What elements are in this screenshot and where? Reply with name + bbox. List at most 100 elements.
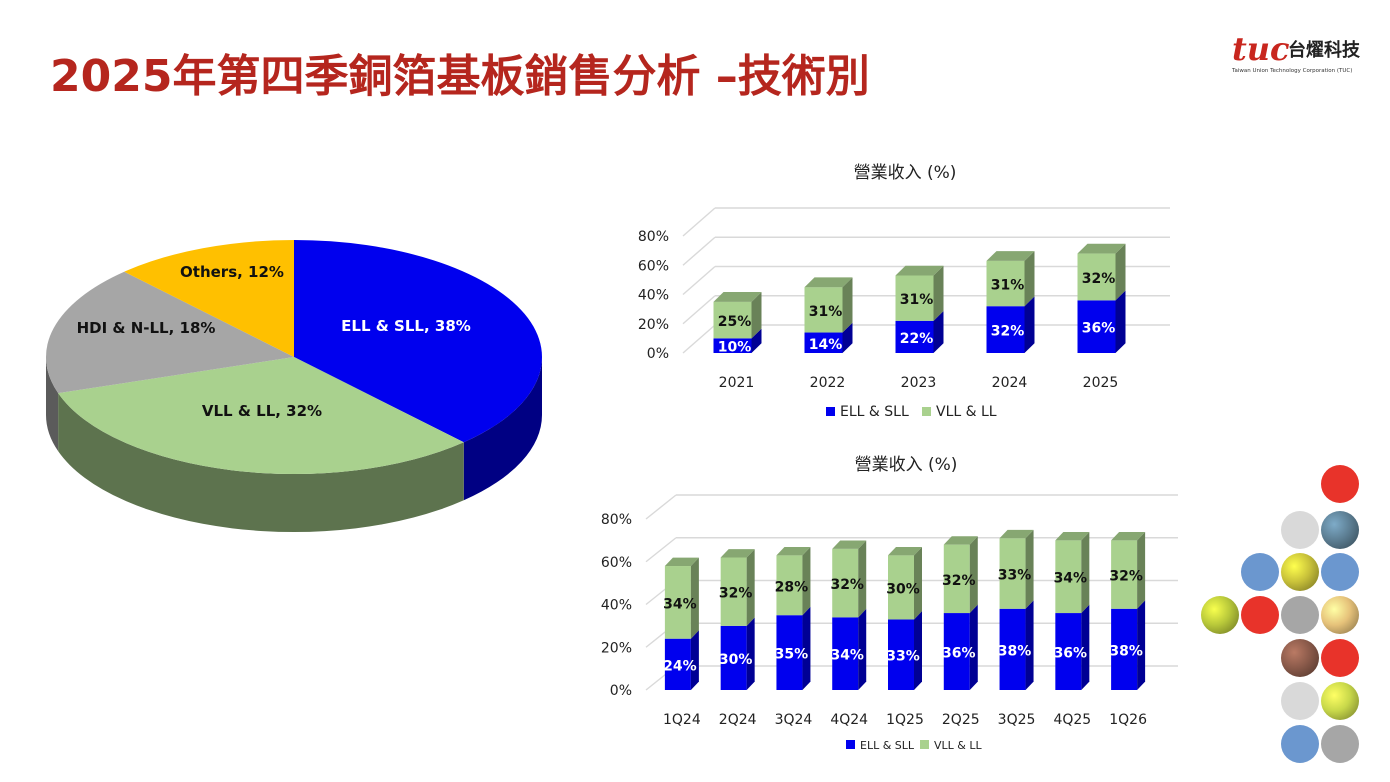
- annual-grid-diag: [682, 265, 716, 296]
- annual-bar-side: [933, 265, 944, 321]
- quarterly-bar-3Q25: 38% 33%: [998, 529, 1034, 690]
- annual-xtick: 2021: [719, 375, 755, 391]
- annual-bar-2023: 22% 31%: [895, 265, 944, 353]
- annual-ytick: 20%: [638, 317, 669, 333]
- pie-side-2: [46, 357, 59, 452]
- quarterly-xtick: 2Q24: [719, 712, 757, 728]
- quarterly-bar-top: [943, 536, 978, 545]
- company-logo: tuc 台燿科技 Taiwan Union Technology Corpora…: [1232, 32, 1372, 80]
- quarterly-bar-side: [969, 536, 978, 614]
- quarterly-bar-front: [1055, 613, 1082, 690]
- quarterly-grid-diag: [645, 537, 677, 563]
- quarterly-xtick: 4Q25: [1053, 712, 1091, 728]
- quarterly-bar-side: [1137, 600, 1146, 690]
- decor-circle: [1321, 682, 1359, 720]
- quarterly-data-label: 32%: [830, 577, 864, 593]
- quarterly-chart: 營業收入 (%) 0% 20% 40% 60% 80% 24% 34% 1Q24 30% 32% 2Q…: [601, 455, 1178, 752]
- decor-circle: [1241, 553, 1279, 591]
- annual-data-label: 22%: [900, 331, 934, 347]
- quarterly-title: 營業收入 (%): [855, 455, 958, 475]
- decor-circle: [1321, 511, 1359, 549]
- annual-ytick: 80%: [638, 229, 669, 245]
- annual-bar-2025: 36% 32%: [1077, 243, 1126, 353]
- pie-slice-label: VLL & LL, 32%: [202, 402, 322, 420]
- logo-mark: tuc: [1232, 30, 1290, 68]
- quarterly-grid-diag: [645, 494, 677, 520]
- quarterly-bar-side: [914, 611, 922, 690]
- annual-data-label: 32%: [1082, 271, 1116, 287]
- decor-circle: [1281, 682, 1319, 720]
- quarterly-legend-label: VLL & LL: [934, 739, 982, 752]
- annual-bar-top: [986, 251, 1035, 261]
- quarterly-data-label: 34%: [830, 648, 864, 664]
- quarterly-xtick: 2Q25: [942, 712, 980, 728]
- quarterly-bar-side: [1081, 531, 1090, 614]
- annual-data-label: 31%: [809, 304, 843, 320]
- annual-xtick: 2024: [992, 375, 1028, 391]
- annual-bar-front: [895, 275, 934, 321]
- quarterly-data-label: 38%: [998, 643, 1032, 659]
- quarterly-bar-side: [914, 546, 922, 620]
- annual-legend-label: VLL & LL: [936, 404, 997, 420]
- annual-bar-front: [1077, 300, 1116, 353]
- pie-side-walls: [46, 357, 542, 532]
- decor-circle: [1201, 596, 1239, 634]
- quarterly-bar-front: [943, 544, 970, 614]
- quarterly-bar-top: [888, 546, 922, 556]
- quarterly-legend-swatch: [846, 740, 855, 749]
- decor-circle: [1281, 596, 1319, 634]
- quarterly-data-label: 32%: [1109, 569, 1143, 585]
- annual-data-label: 14%: [809, 337, 843, 353]
- decor-circle: [1281, 639, 1319, 677]
- quarterly-bar-side: [1025, 529, 1034, 609]
- quarterly-bar-front: [1111, 608, 1138, 690]
- annual-bar-top: [804, 277, 853, 288]
- quarterly-bar-side: [802, 546, 811, 616]
- quarterly-bar-2Q25: 36% 32%: [942, 536, 978, 690]
- decor-circle: [1321, 553, 1359, 591]
- quarterly-data-label: 32%: [942, 573, 976, 589]
- quarterly-ytick: 0%: [610, 683, 632, 699]
- quarterly-bar-top: [999, 529, 1034, 539]
- pie-slice-2: [45, 271, 294, 394]
- quarterly-xtick: 1Q24: [663, 712, 701, 728]
- decor-circle: [1281, 553, 1319, 591]
- pie-slice-label: Others, 12%: [180, 263, 284, 281]
- annual-bar-side: [1024, 251, 1035, 307]
- logo-subtitle: Taiwan Union Technology Corporation (TUC…: [1232, 68, 1353, 74]
- quarterly-ytick: 60%: [601, 555, 632, 571]
- pie-side-0: [463, 357, 542, 501]
- quarterly-xtick: 3Q25: [998, 712, 1036, 728]
- page-title: 2025年第四季銅箔基板銷售分析 –技術別: [50, 51, 870, 102]
- quarterly-bar-front: [776, 555, 803, 616]
- annual-legend-label: ELL & SLL: [840, 404, 909, 420]
- quarterly-data-label: 38%: [1109, 643, 1143, 659]
- quarterly-bar-1Q25: 33% 30%: [886, 546, 922, 690]
- quarterly-bar-top: [720, 549, 755, 558]
- annual-bar-side: [842, 322, 853, 353]
- decor-circle: [1241, 596, 1279, 634]
- annual-bar-front: [804, 332, 843, 353]
- annual-grid-diag: [682, 207, 716, 237]
- quarterly-bar-side: [1137, 531, 1146, 609]
- quarterly-xtick: 1Q25: [886, 712, 924, 728]
- decor-circle: [1321, 465, 1359, 503]
- quarterly-grid-diag: [645, 622, 677, 648]
- logo-name: 台燿科技: [1288, 40, 1360, 61]
- quarterly-bar-front: [720, 557, 747, 626]
- quarterly-bar-front: [1055, 540, 1082, 614]
- quarterly-xtick: 4Q24: [830, 712, 868, 728]
- annual-bar-side: [933, 311, 944, 353]
- quarterly-data-label: 34%: [1054, 571, 1088, 587]
- decor-circle: [1321, 639, 1359, 677]
- pie-top: [45, 240, 543, 475]
- annual-data-label: 10%: [718, 340, 752, 356]
- annual-bar-top: [1077, 243, 1126, 254]
- quarterly-bar-1Q26: 38% 32%: [1109, 531, 1146, 690]
- quarterly-data-label: 36%: [1054, 646, 1088, 662]
- quarterly-bar-side: [969, 604, 978, 690]
- quarterly-xtick: 3Q24: [775, 712, 813, 728]
- quarterly-bar-front: [720, 625, 747, 690]
- quarterly-grid-diag: [645, 579, 677, 606]
- annual-bar-front: [804, 287, 843, 333]
